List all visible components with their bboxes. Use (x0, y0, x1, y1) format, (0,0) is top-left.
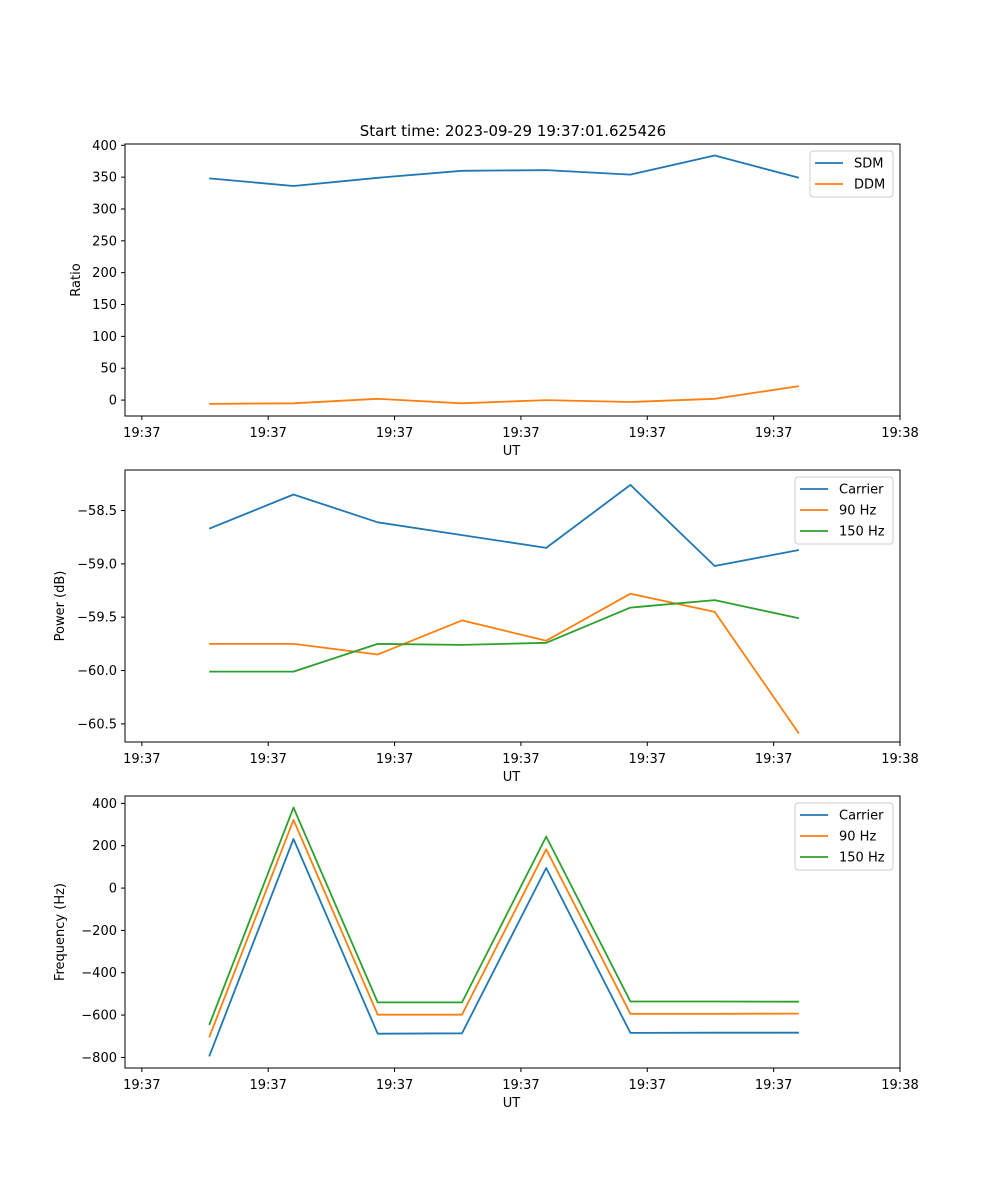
y-tick-label: −400 (81, 966, 117, 981)
x-tick-label: 19:37 (502, 752, 539, 767)
y-tick-label: −59.5 (77, 611, 117, 626)
y-axis-label: Frequency (Hz) (53, 883, 68, 981)
series-line-150-hz (209, 599, 800, 673)
legend-label: 150 Hz (839, 525, 885, 540)
legend-label: Carrier (839, 483, 884, 498)
x-tick-label: 19:37 (755, 426, 792, 441)
y-tick-label: 250 (92, 234, 117, 249)
x-tick-label: 19:37 (249, 1078, 286, 1093)
x-tick-label: 19:37 (376, 1078, 413, 1093)
y-tick-label: −60.0 (77, 664, 117, 679)
y-axis-label: Power (dB) (53, 571, 68, 642)
legend-label: DDM (854, 178, 885, 193)
x-tick-label: 19:37 (376, 752, 413, 767)
chart-panel-2: −60.5 −60.0 −59.5 −59.0 −58.5 19:37 19:37 19:37… (53, 469, 919, 785)
y-tick-label: 200 (92, 266, 117, 281)
x-tick-label: 19:38 (881, 1078, 918, 1093)
x-tick-label: 19:37 (502, 426, 539, 441)
legend: Carrier 90 Hz 150 Hz (794, 476, 894, 545)
y-tick-label: 350 (92, 171, 117, 186)
x-tick-label: 19:38 (881, 426, 918, 441)
x-tick-label: 19:37 (376, 426, 413, 441)
series-line-carrier (208, 483, 800, 567)
y-tick-label: −58.5 (77, 504, 117, 519)
x-tick-label: 19:37 (629, 1078, 666, 1093)
y-tick-label: 200 (92, 839, 117, 854)
y-tick-label: 400 (92, 139, 117, 154)
y-tick-label: 50 (100, 362, 117, 377)
x-tick-label: 19:38 (881, 752, 918, 767)
figure-title: Start time: 2023-09-29 19:37:01.625426 (360, 122, 666, 140)
x-tick-label: 19:37 (755, 1078, 792, 1093)
series-line-ddm (209, 385, 800, 405)
y-tick-label: 100 (92, 330, 117, 345)
series-line-sdm (209, 154, 800, 187)
legend-box (794, 802, 894, 871)
legend-label: SDM (854, 157, 883, 172)
y-tick-label: −59.0 (77, 557, 117, 572)
x-tick-label: 19:37 (249, 752, 286, 767)
x-axis-label: UT (503, 1096, 521, 1111)
y-tick-label: −200 (81, 924, 117, 939)
y-tick-label: 400 (92, 797, 117, 812)
x-tick-label: 19:37 (249, 426, 286, 441)
series-line-90-hz (208, 819, 799, 1038)
series-line-150-hz (208, 806, 799, 1026)
legend: SDM DDM (809, 150, 894, 198)
y-tick-label: 0 (109, 394, 117, 409)
y-tick-label: −60.5 (77, 717, 117, 732)
plot-frame (124, 469, 901, 743)
x-axis-label: UT (503, 770, 521, 785)
x-tick-label: 19:37 (629, 426, 666, 441)
chart-panel-3: −800 −600 −400 −200 0 200 400 19:37 19:37 19:37 19… (53, 795, 919, 1111)
y-tick-label: −800 (81, 1051, 117, 1066)
chart-panel-1: 0 50 100 150 200 250 300 350 400 19:37 19:37 19:37 1… (69, 139, 919, 459)
y-tick-label: 150 (92, 298, 117, 313)
x-tick-label: 19:37 (502, 1078, 539, 1093)
x-tick-label: 19:37 (755, 752, 792, 767)
legend-label: 90 Hz (839, 504, 876, 519)
legend: Carrier 90 Hz 150 Hz (794, 802, 894, 871)
legend-label: 90 Hz (839, 830, 876, 845)
legend-box (794, 476, 894, 545)
legend-label: Carrier (839, 809, 884, 824)
x-tick-label: 19:37 (123, 1078, 160, 1093)
x-tick-label: 19:37 (123, 426, 160, 441)
y-tick-label: 0 (109, 882, 117, 897)
series-line-carrier (208, 838, 799, 1057)
y-tick-label: −600 (81, 1009, 117, 1024)
legend-label: 150 Hz (839, 851, 885, 866)
x-tick-label: 19:37 (629, 752, 666, 767)
y-tick-label: 300 (92, 202, 117, 217)
x-tick-label: 19:37 (123, 752, 160, 767)
series-line-90-hz (209, 592, 800, 735)
y-axis-label: Ratio (69, 263, 84, 296)
plot-frame (124, 143, 901, 417)
plot-frame (124, 795, 901, 1069)
x-axis-label: UT (503, 444, 521, 459)
